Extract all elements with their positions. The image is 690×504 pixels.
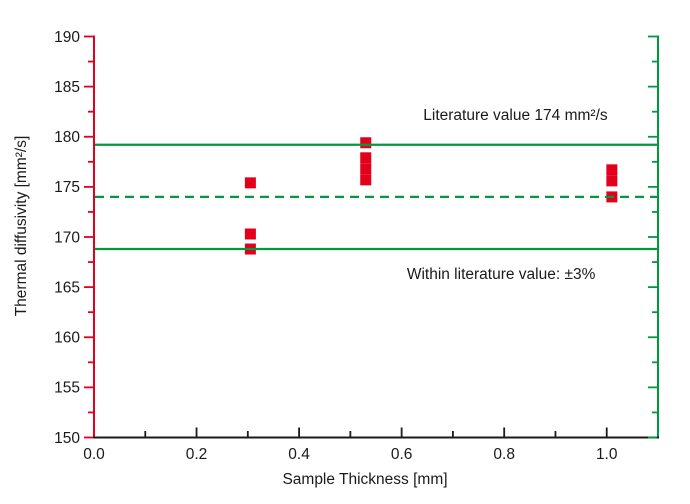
data-point	[360, 163, 372, 175]
y-tick-label: 185	[54, 79, 80, 96]
data-point	[606, 164, 618, 176]
y-tick-label: 190	[54, 29, 80, 46]
x-tick-label: 0.8	[493, 446, 515, 463]
data-point	[360, 137, 372, 149]
data-point	[606, 175, 618, 187]
y-axis-title: Thermal diffusivity [mm²/s]	[13, 135, 30, 317]
data-point	[244, 228, 256, 240]
x-axis-title: Sample Thickness [mm]	[282, 471, 448, 488]
data-point	[360, 174, 372, 186]
x-tick-label: 0.0	[83, 446, 105, 463]
y-tick-label: 155	[54, 380, 80, 397]
y-tick-label: 150	[54, 430, 80, 447]
y-tick-label: 175	[54, 179, 80, 196]
x-tick-label: 1.0	[596, 446, 618, 463]
y-tick-label: 165	[54, 279, 80, 296]
data-point	[244, 177, 256, 189]
y-tick-label: 160	[54, 330, 80, 347]
x-tick-label: 0.4	[288, 446, 310, 463]
x-tick-label: 0.6	[391, 446, 413, 463]
y-tick-label: 180	[54, 129, 80, 146]
annotation-literature-value: Literature value 174 mm²/s	[423, 106, 608, 124]
data-point	[360, 152, 372, 164]
x-tick-label: 0.2	[186, 446, 208, 463]
y-tick-label: 170	[54, 229, 80, 246]
annotation-within-literature: Within literature value: ±3%	[406, 266, 596, 284]
